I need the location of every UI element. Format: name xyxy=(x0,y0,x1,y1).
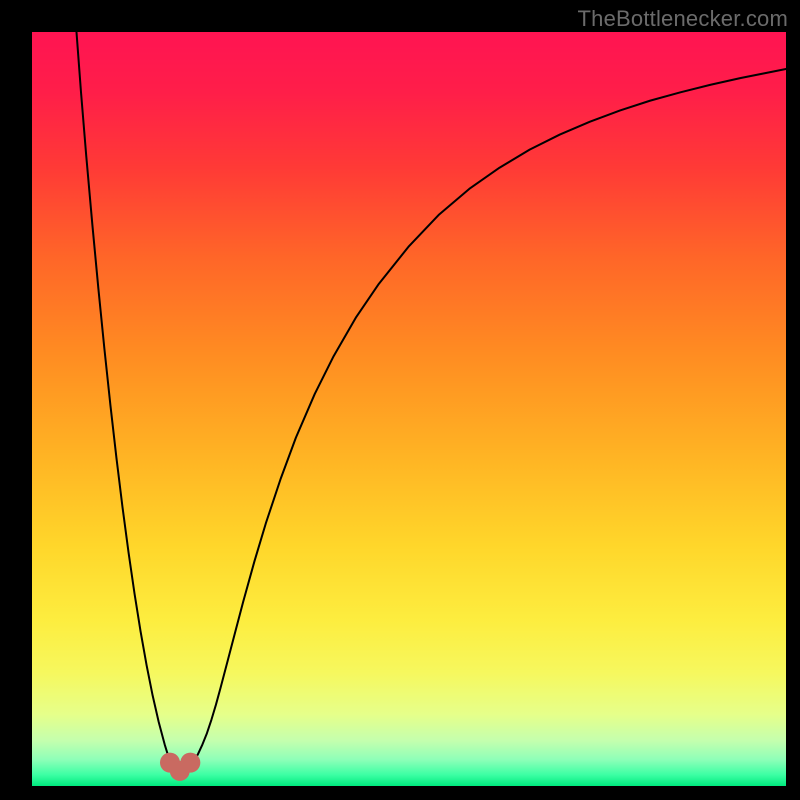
figure-frame: TheBottlenecker.com xyxy=(0,0,800,800)
watermark-text: TheBottlenecker.com xyxy=(578,6,788,32)
bottleneck-chart xyxy=(32,32,786,786)
